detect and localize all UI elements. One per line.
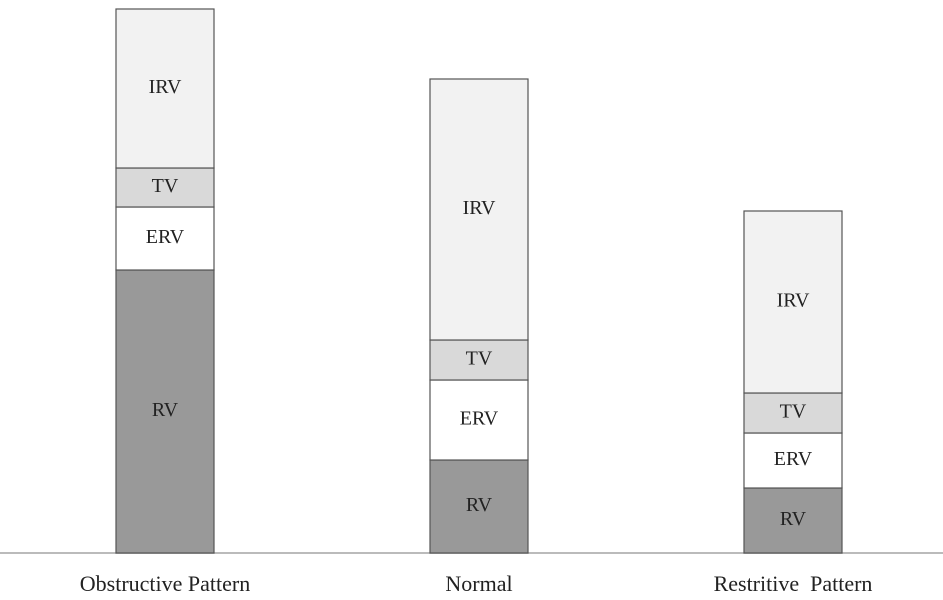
x-tick-label: Obstructive Pattern xyxy=(80,571,250,596)
segment-label: IRV xyxy=(463,197,496,219)
bar-segment xyxy=(429,459,529,554)
segment-label: ERV xyxy=(460,408,499,430)
bar-segment xyxy=(429,379,529,461)
bar-segment xyxy=(429,339,529,381)
segment-label: IRV xyxy=(777,290,810,312)
bar-segment xyxy=(743,210,843,394)
bar-segment xyxy=(115,206,215,271)
bar-segment xyxy=(429,78,529,341)
bar-segment xyxy=(743,487,843,554)
segment-label: ERV xyxy=(774,448,813,470)
bar-segment xyxy=(115,8,215,169)
bar-segment xyxy=(743,392,843,434)
segment-label: TV xyxy=(152,175,179,197)
x-tick-label: Normal xyxy=(445,571,512,596)
bar-segment xyxy=(115,269,215,554)
segment-label: RV xyxy=(466,494,493,516)
segment-label: RV xyxy=(152,399,179,421)
segment-label: TV xyxy=(780,401,807,423)
bar-segment xyxy=(743,432,843,489)
x-tick-label: Restritive Pattern xyxy=(714,571,873,596)
segment-label: TV xyxy=(466,348,493,370)
segment-label: RV xyxy=(780,508,807,530)
segment-label: IRV xyxy=(149,76,182,98)
segment-label: ERV xyxy=(146,226,185,248)
